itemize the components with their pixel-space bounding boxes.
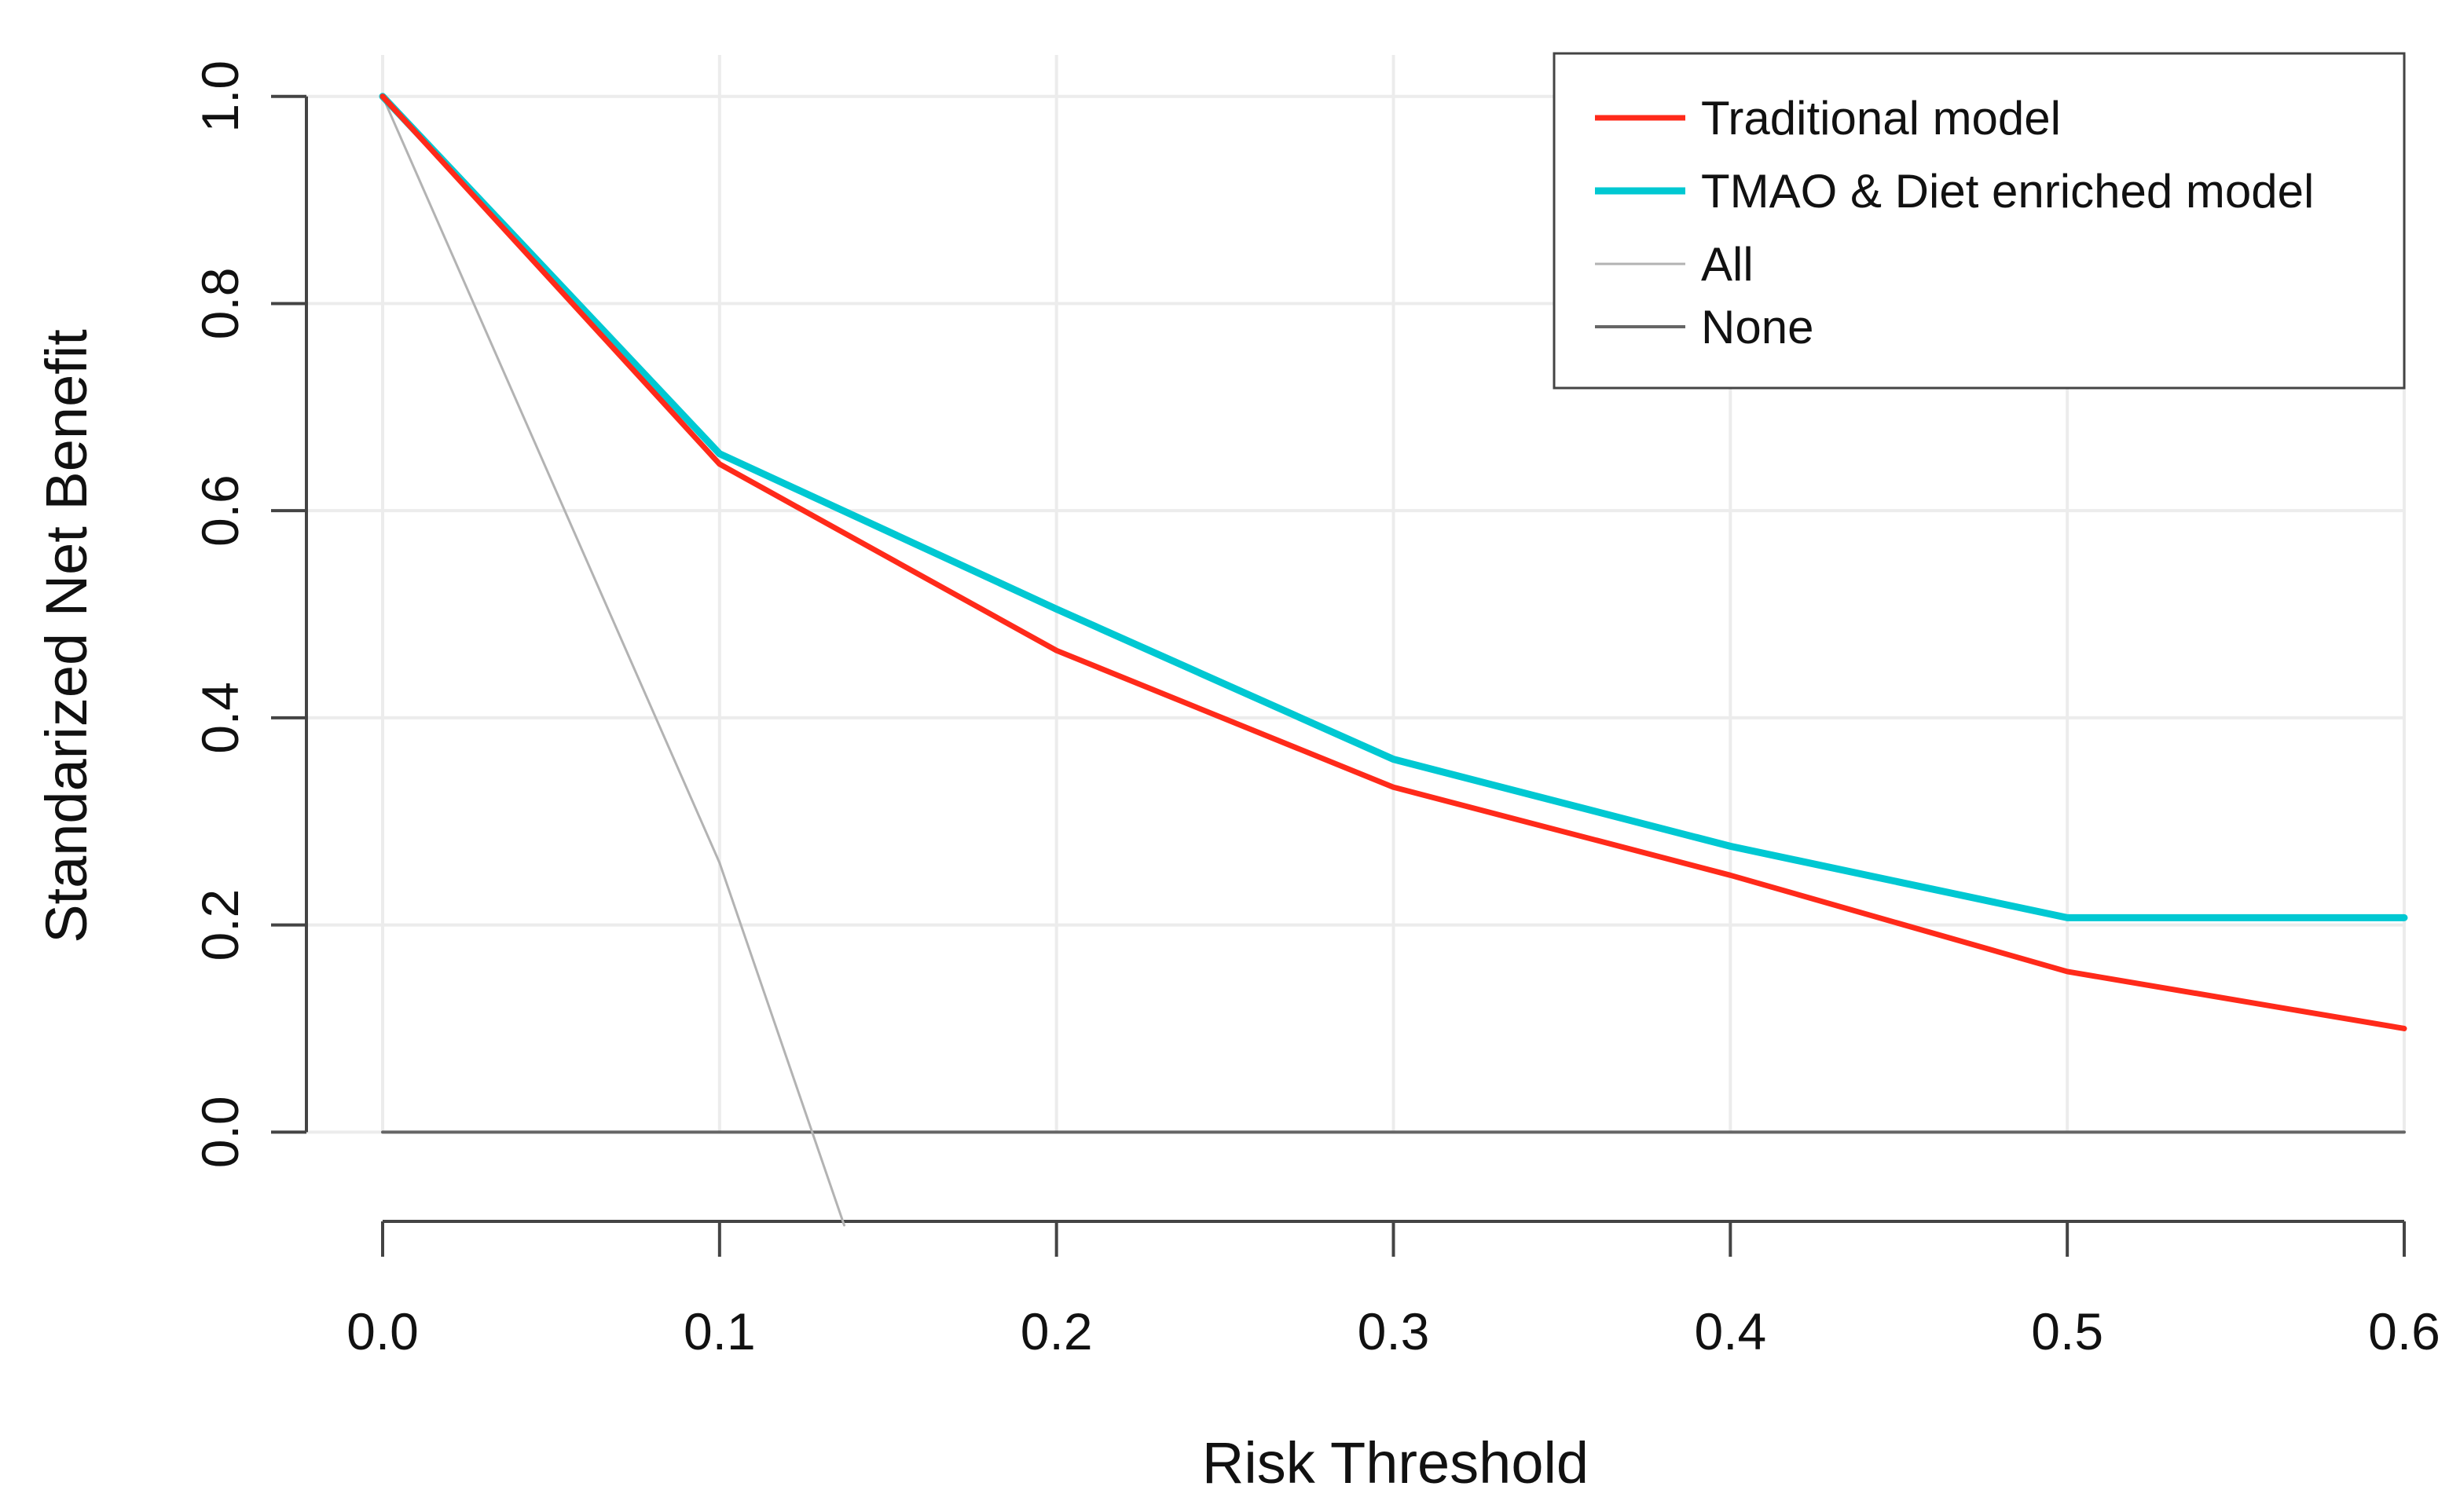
series-line-all (381, 95, 846, 1227)
y-tick-label-5: 1.0 (191, 60, 249, 133)
y-tick-label-3: 0.6 (191, 474, 249, 547)
x-tick-label-0: 0.0 (346, 1302, 419, 1360)
x-axis-title: Risk Threshold (1202, 1430, 1589, 1496)
series-line-traditional-model (379, 93, 2407, 1031)
x-tick-label-5: 0.5 (2031, 1302, 2103, 1360)
x-tick-label-2: 0.2 (1021, 1302, 1093, 1360)
y-tick-label-4: 0.8 (191, 268, 249, 340)
axis-labels: 0.0 0.2 0.4 0.6 0.8 1.0 0.0 0.1 0.2 0.3 0.4 0.5 0.6 (191, 60, 2440, 1360)
axes (271, 94, 2406, 1257)
legend: Traditional model TMAO & Diet enriched mo… (1553, 52, 2406, 390)
x-tick-label-4: 0.4 (1694, 1302, 1766, 1360)
legend-label-1: TMAO & Diet enriched model (1701, 165, 2314, 218)
legend-label-0: Traditional model (1701, 92, 2061, 145)
legend-label-2: All (1701, 238, 1754, 291)
x-tick-label-3: 0.3 (1358, 1302, 1430, 1360)
series-line-tmao-diet-enriched-model (379, 93, 2408, 921)
y-axis-title: Standarized Net Benefit (34, 329, 99, 943)
x-tick-label-6: 0.6 (2368, 1302, 2440, 1360)
legend-box (1553, 52, 2406, 390)
series-lines (379, 93, 2408, 1227)
x-tick-label-1: 0.1 (684, 1302, 756, 1360)
y-tick-label-0: 0.0 (191, 1096, 249, 1168)
legend-label-3: None (1701, 301, 1813, 353)
y-tick-label-2: 0.4 (191, 682, 249, 754)
y-tick-label-1: 0.2 (191, 889, 249, 961)
